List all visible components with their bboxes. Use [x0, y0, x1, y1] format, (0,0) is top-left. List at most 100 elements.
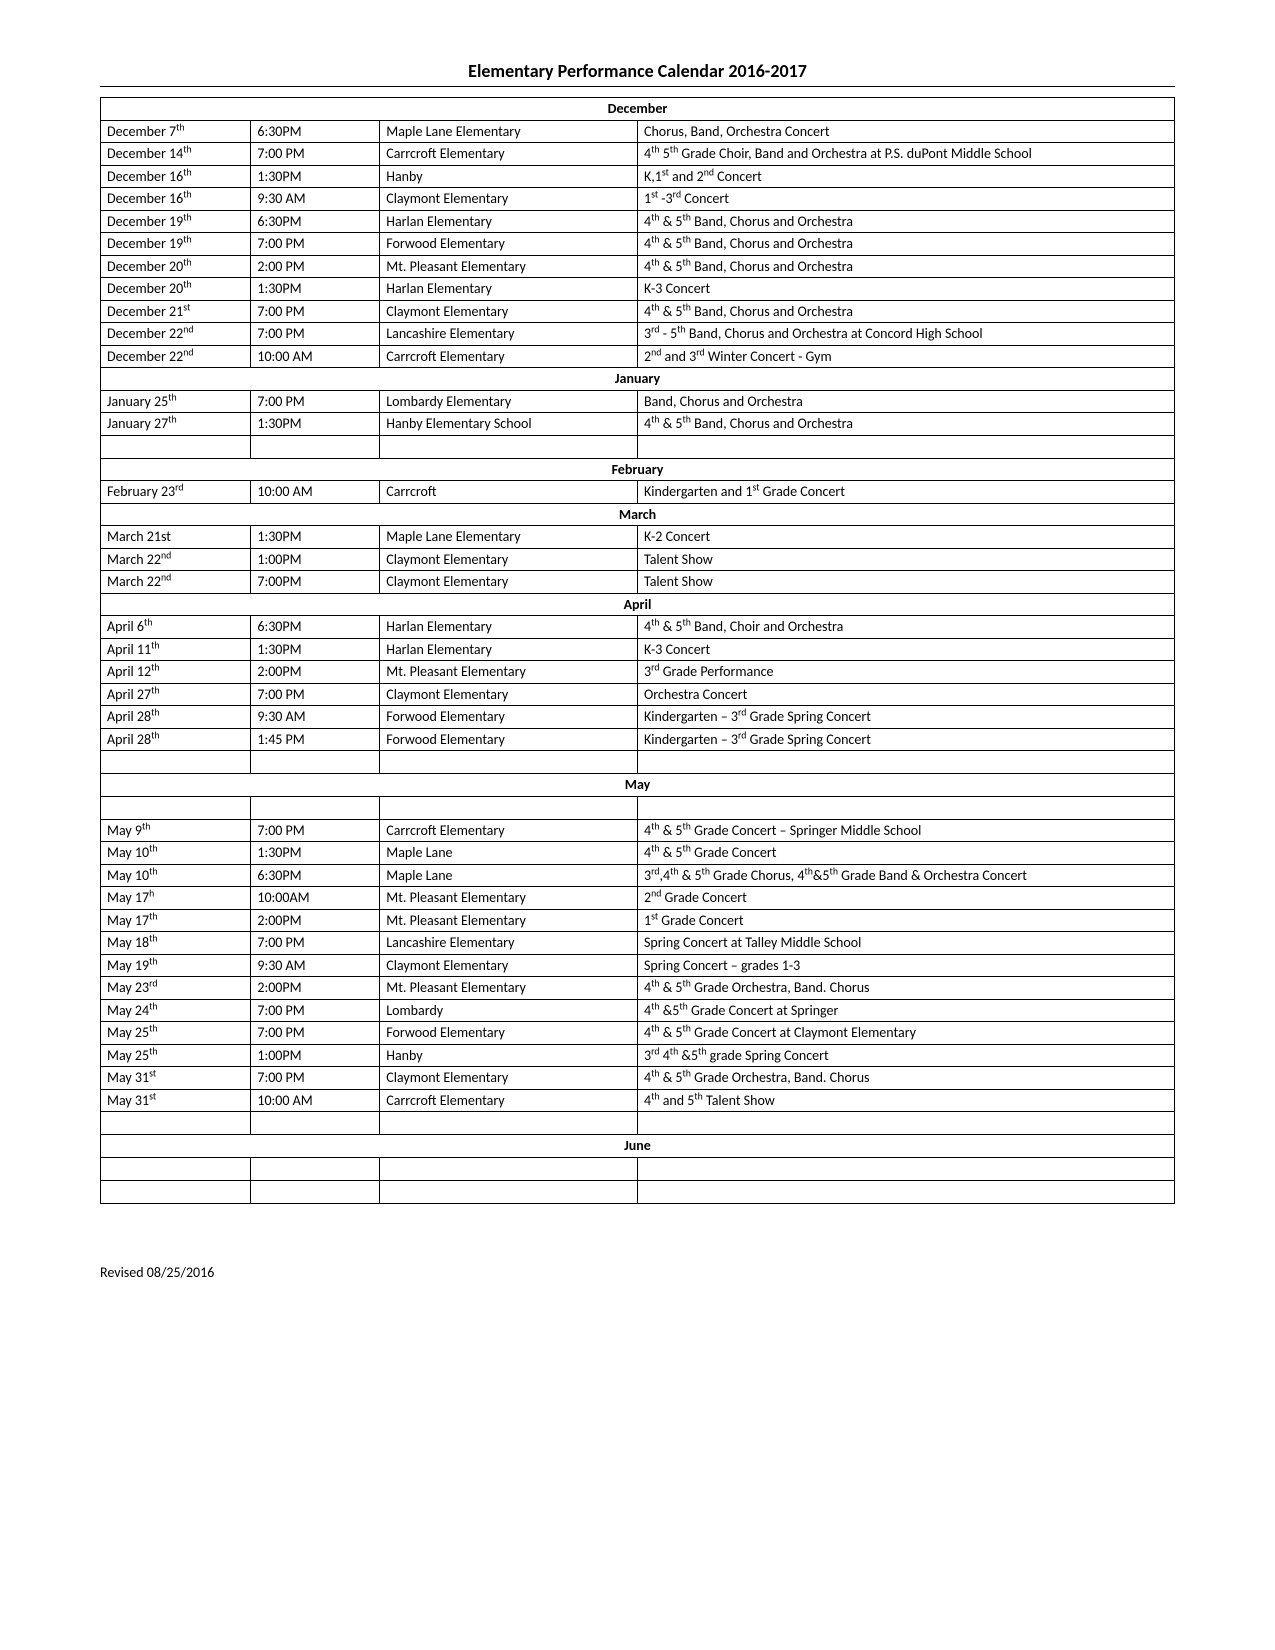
- empty-cell: [380, 751, 638, 774]
- event-location: Carrcroft Elementary: [380, 143, 638, 166]
- table-row: December 22nd10:00 AMCarrcroft Elementar…: [101, 345, 1175, 368]
- event-time: 7:00 PM: [251, 233, 380, 256]
- event-date: May 25th: [101, 1022, 251, 1045]
- table-row: May 10th6:30PMMaple Lane3rd,4th & 5th Gr…: [101, 864, 1175, 887]
- empty-cell: [380, 1180, 638, 1203]
- table-row: December 7th6:30PMMaple Lane ElementaryC…: [101, 120, 1175, 143]
- empty-cell: [101, 751, 251, 774]
- event-location: Harlan Elementary: [380, 638, 638, 661]
- event-date: April 28th: [101, 706, 251, 729]
- event-location: Mt. Pleasant Elementary: [380, 255, 638, 278]
- event-location: Claymont Elementary: [380, 954, 638, 977]
- event-time: 9:30 AM: [251, 706, 380, 729]
- event-time: 10:00 AM: [251, 345, 380, 368]
- event-time: 10:00 AM: [251, 1089, 380, 1112]
- month-header: January: [101, 368, 1175, 391]
- event-description: 4th & 5th Grade Concert at Claymont Elem…: [637, 1022, 1174, 1045]
- event-description: 3rd 4th &5th grade Spring Concert: [637, 1044, 1174, 1067]
- event-description: K-3 Concert: [637, 278, 1174, 301]
- table-row: May 31st10:00 AMCarrcroft Elementary4th …: [101, 1089, 1175, 1112]
- table-row: February 23rd10:00 AMCarrcroftKindergart…: [101, 481, 1175, 504]
- table-row: May 10th1:30PMMaple Lane4th & 5th Grade …: [101, 842, 1175, 865]
- event-date: December 22nd: [101, 345, 251, 368]
- table-row: April 28th1:45 PMForwood ElementaryKinde…: [101, 728, 1175, 751]
- event-description: Kindergarten – 3rd Grade Spring Concert: [637, 706, 1174, 729]
- event-time: 2:00PM: [251, 909, 380, 932]
- table-row: March 22nd1:00PMClaymont ElementaryTalen…: [101, 548, 1175, 571]
- month-header: May: [101, 774, 1175, 797]
- table-row: December 21st7:00 PMClaymont Elementary4…: [101, 300, 1175, 323]
- event-description: Kindergarten – 3rd Grade Spring Concert: [637, 728, 1174, 751]
- event-date: December 20th: [101, 255, 251, 278]
- empty-cell: [637, 1180, 1174, 1203]
- event-date: May 19th: [101, 954, 251, 977]
- table-row: May 9th7:00 PMCarrcroft Elementary4th & …: [101, 819, 1175, 842]
- event-date: January 25th: [101, 390, 251, 413]
- event-time: 7:00 PM: [251, 143, 380, 166]
- event-time: 10:00 AM: [251, 481, 380, 504]
- event-date: March 22nd: [101, 548, 251, 571]
- event-date: December 16th: [101, 188, 251, 211]
- event-description: 4th & 5th Band, Choir and Orchestra: [637, 616, 1174, 639]
- event-description: 4th & 5th Band, Chorus and Orchestra: [637, 300, 1174, 323]
- event-description: 4th & 5th Grade Concert: [637, 842, 1174, 865]
- event-date: April 28th: [101, 728, 251, 751]
- event-time: 6:30PM: [251, 864, 380, 887]
- empty-cell: [251, 751, 380, 774]
- event-time: 7:00 PM: [251, 300, 380, 323]
- empty-cell: [101, 1112, 251, 1135]
- event-date: May 9th: [101, 819, 251, 842]
- empty-cell: [637, 1112, 1174, 1135]
- event-location: Claymont Elementary: [380, 188, 638, 211]
- event-location: Claymont Elementary: [380, 300, 638, 323]
- event-time: 7:00 PM: [251, 390, 380, 413]
- event-location: Forwood Elementary: [380, 233, 638, 256]
- event-time: 7:00 PM: [251, 1067, 380, 1090]
- table-row: May 19th9:30 AMClaymont ElementarySpring…: [101, 954, 1175, 977]
- event-description: Chorus, Band, Orchestra Concert: [637, 120, 1174, 143]
- event-date: May 17th: [101, 909, 251, 932]
- event-date: May 31st: [101, 1089, 251, 1112]
- event-time: 1:30PM: [251, 638, 380, 661]
- event-time: 9:30 AM: [251, 188, 380, 211]
- page-title: Elementary Performance Calendar 2016-201…: [100, 60, 1175, 82]
- event-time: 1:30PM: [251, 526, 380, 549]
- event-description: K,1st and 2nd Concert: [637, 165, 1174, 188]
- table-row: April 6th6:30PMHarlan Elementary4th & 5t…: [101, 616, 1175, 639]
- table-row: May 18th7:00 PMLancashire ElementarySpri…: [101, 932, 1175, 955]
- event-location: Mt. Pleasant Elementary: [380, 661, 638, 684]
- event-location: Claymont Elementary: [380, 1067, 638, 1090]
- event-location: Maple Lane: [380, 864, 638, 887]
- event-time: 1:30PM: [251, 165, 380, 188]
- event-location: Maple Lane Elementary: [380, 120, 638, 143]
- event-time: 6:30PM: [251, 616, 380, 639]
- event-description: K-3 Concert: [637, 638, 1174, 661]
- event-date: December 19th: [101, 233, 251, 256]
- event-location: Hanby Elementary School: [380, 413, 638, 436]
- event-time: 6:30PM: [251, 120, 380, 143]
- event-date: December 7th: [101, 120, 251, 143]
- event-location: Claymont Elementary: [380, 548, 638, 571]
- event-location: Hanby: [380, 1044, 638, 1067]
- event-date: April 27th: [101, 683, 251, 706]
- event-description: 4th & 5th Band, Chorus and Orchestra: [637, 210, 1174, 233]
- event-date: May 31st: [101, 1067, 251, 1090]
- event-date: December 16th: [101, 165, 251, 188]
- event-date: April 11th: [101, 638, 251, 661]
- table-row: May 17h10:00AMMt. Pleasant Elementary2nd…: [101, 887, 1175, 910]
- event-location: Carrcroft: [380, 481, 638, 504]
- event-time: 7:00 PM: [251, 932, 380, 955]
- event-description: 1st Grade Concert: [637, 909, 1174, 932]
- event-time: 7:00 PM: [251, 1022, 380, 1045]
- event-date: December 14th: [101, 143, 251, 166]
- table-row: April 27th7:00 PMClaymont ElementaryOrch…: [101, 683, 1175, 706]
- event-date: May 10th: [101, 842, 251, 865]
- empty-cell: [251, 435, 380, 458]
- event-time: 7:00 PM: [251, 819, 380, 842]
- table-row: December 14th7:00 PMCarrcroft Elementary…: [101, 143, 1175, 166]
- event-description: 4th &5th Grade Concert at Springer: [637, 999, 1174, 1022]
- footer-text: Revised 08/25/2016: [100, 1264, 1175, 1281]
- event-time: 2:00PM: [251, 977, 380, 1000]
- table-row: December 20th1:30PMHarlan ElementaryK-3 …: [101, 278, 1175, 301]
- table-row: January 27th1:30PMHanby Elementary Schoo…: [101, 413, 1175, 436]
